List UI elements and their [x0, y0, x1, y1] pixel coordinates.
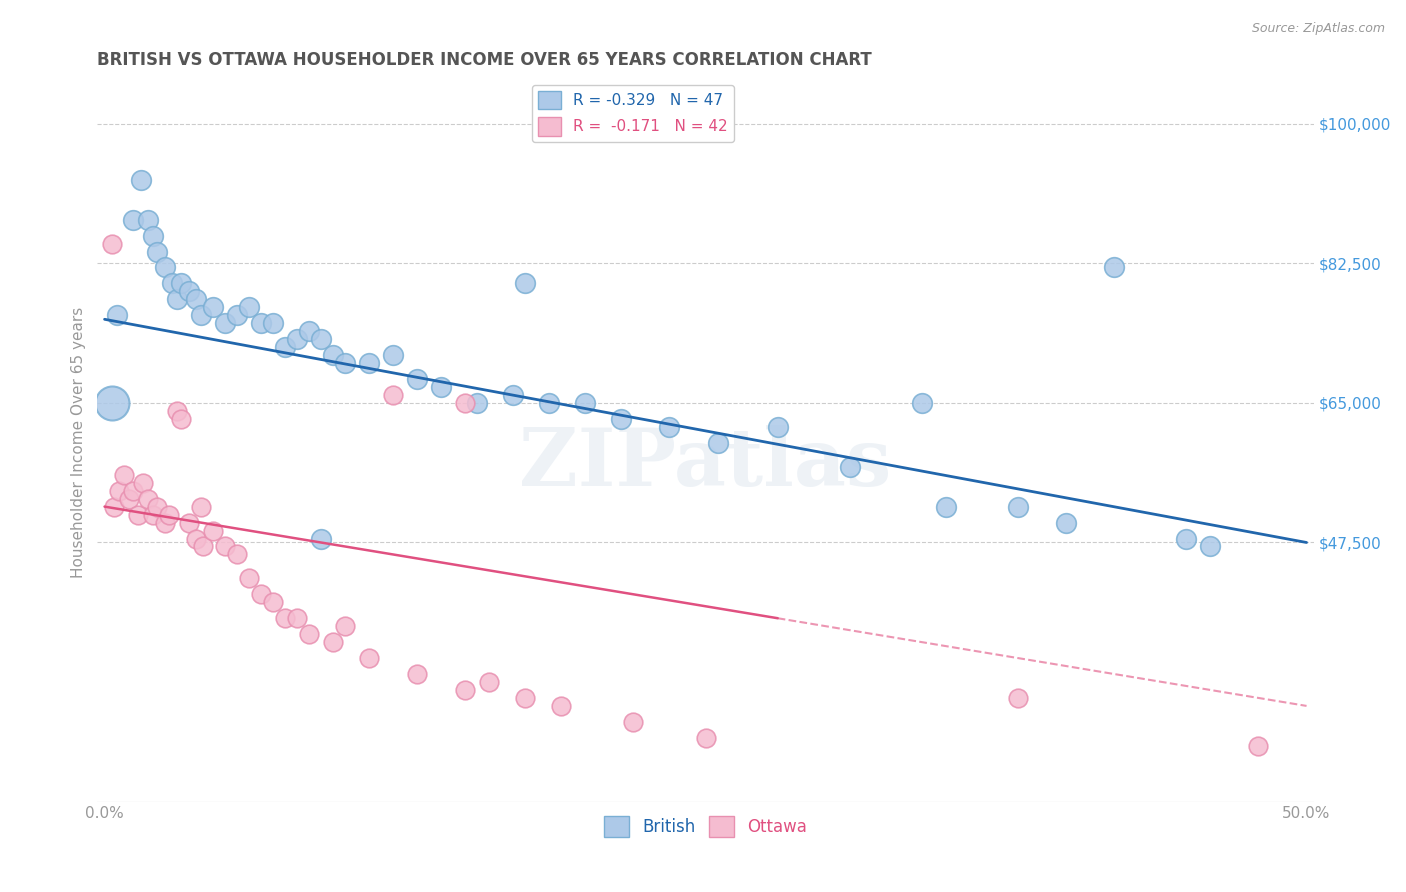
Point	[766, 420, 789, 434]
Point	[153, 516, 176, 530]
Point	[298, 324, 321, 338]
Point	[357, 356, 380, 370]
Point	[1102, 260, 1125, 275]
Point	[214, 316, 236, 330]
Point	[136, 212, 159, 227]
Point	[142, 228, 165, 243]
Point	[214, 540, 236, 554]
Point	[262, 595, 284, 609]
Point	[250, 587, 273, 601]
Point	[190, 308, 212, 322]
Point	[122, 483, 145, 498]
Point	[406, 372, 429, 386]
Point	[333, 619, 356, 633]
Point	[309, 332, 332, 346]
Point	[1007, 690, 1029, 705]
Point	[309, 532, 332, 546]
Point	[146, 500, 169, 514]
Point	[935, 500, 957, 514]
Point	[706, 435, 728, 450]
Point	[225, 548, 247, 562]
Point	[238, 301, 260, 315]
Point	[382, 388, 405, 402]
Point	[132, 475, 155, 490]
Point	[623, 714, 645, 729]
Point	[100, 236, 122, 251]
Point	[122, 212, 145, 227]
Point	[191, 540, 214, 554]
Point	[201, 301, 224, 315]
Point	[184, 293, 207, 307]
Point	[166, 404, 188, 418]
Point	[170, 412, 193, 426]
Point	[153, 260, 176, 275]
Point	[190, 500, 212, 514]
Point	[357, 651, 380, 665]
Point	[142, 508, 165, 522]
Point	[117, 491, 139, 506]
Point	[610, 412, 633, 426]
Legend: British, Ottawa: British, Ottawa	[598, 810, 814, 844]
Point	[225, 308, 247, 322]
Point	[238, 571, 260, 585]
Point	[159, 508, 181, 522]
Point	[108, 483, 131, 498]
Point	[127, 508, 149, 522]
Point	[515, 277, 537, 291]
Point	[105, 308, 128, 322]
Point	[465, 396, 488, 410]
Point	[538, 396, 561, 410]
Point	[250, 316, 273, 330]
Point	[103, 500, 125, 514]
Point	[177, 516, 200, 530]
Point	[574, 396, 596, 410]
Point	[838, 459, 860, 474]
Point	[136, 491, 159, 506]
Point	[333, 356, 356, 370]
Point	[515, 690, 537, 705]
Point	[322, 348, 344, 362]
Point	[177, 285, 200, 299]
Point	[382, 348, 405, 362]
Point	[146, 244, 169, 259]
Point	[285, 611, 308, 625]
Point	[129, 173, 152, 187]
Point	[1175, 532, 1198, 546]
Point	[1054, 516, 1077, 530]
Point	[695, 731, 717, 745]
Point	[502, 388, 524, 402]
Point	[1007, 500, 1029, 514]
Point	[285, 332, 308, 346]
Point	[100, 396, 122, 410]
Point	[184, 532, 207, 546]
Point	[160, 277, 183, 291]
Text: BRITISH VS OTTAWA HOUSEHOLDER INCOME OVER 65 YEARS CORRELATION CHART: BRITISH VS OTTAWA HOUSEHOLDER INCOME OVE…	[97, 51, 872, 69]
Point	[454, 683, 477, 698]
Point	[430, 380, 453, 394]
Point	[166, 293, 188, 307]
Point	[911, 396, 934, 410]
Point	[1247, 739, 1270, 753]
Point	[201, 524, 224, 538]
Text: ZIPatlas: ZIPatlas	[519, 425, 891, 503]
Point	[262, 316, 284, 330]
Point	[274, 340, 297, 354]
Point	[170, 277, 193, 291]
Point	[454, 396, 477, 410]
Point	[406, 667, 429, 681]
Point	[298, 627, 321, 641]
Point	[478, 675, 501, 690]
Y-axis label: Householder Income Over 65 years: Householder Income Over 65 years	[72, 307, 86, 579]
Point	[550, 698, 572, 713]
Point	[112, 467, 135, 482]
Point	[274, 611, 297, 625]
Point	[1199, 540, 1222, 554]
Point	[322, 635, 344, 649]
Text: Source: ZipAtlas.com: Source: ZipAtlas.com	[1251, 22, 1385, 36]
Point	[658, 420, 681, 434]
